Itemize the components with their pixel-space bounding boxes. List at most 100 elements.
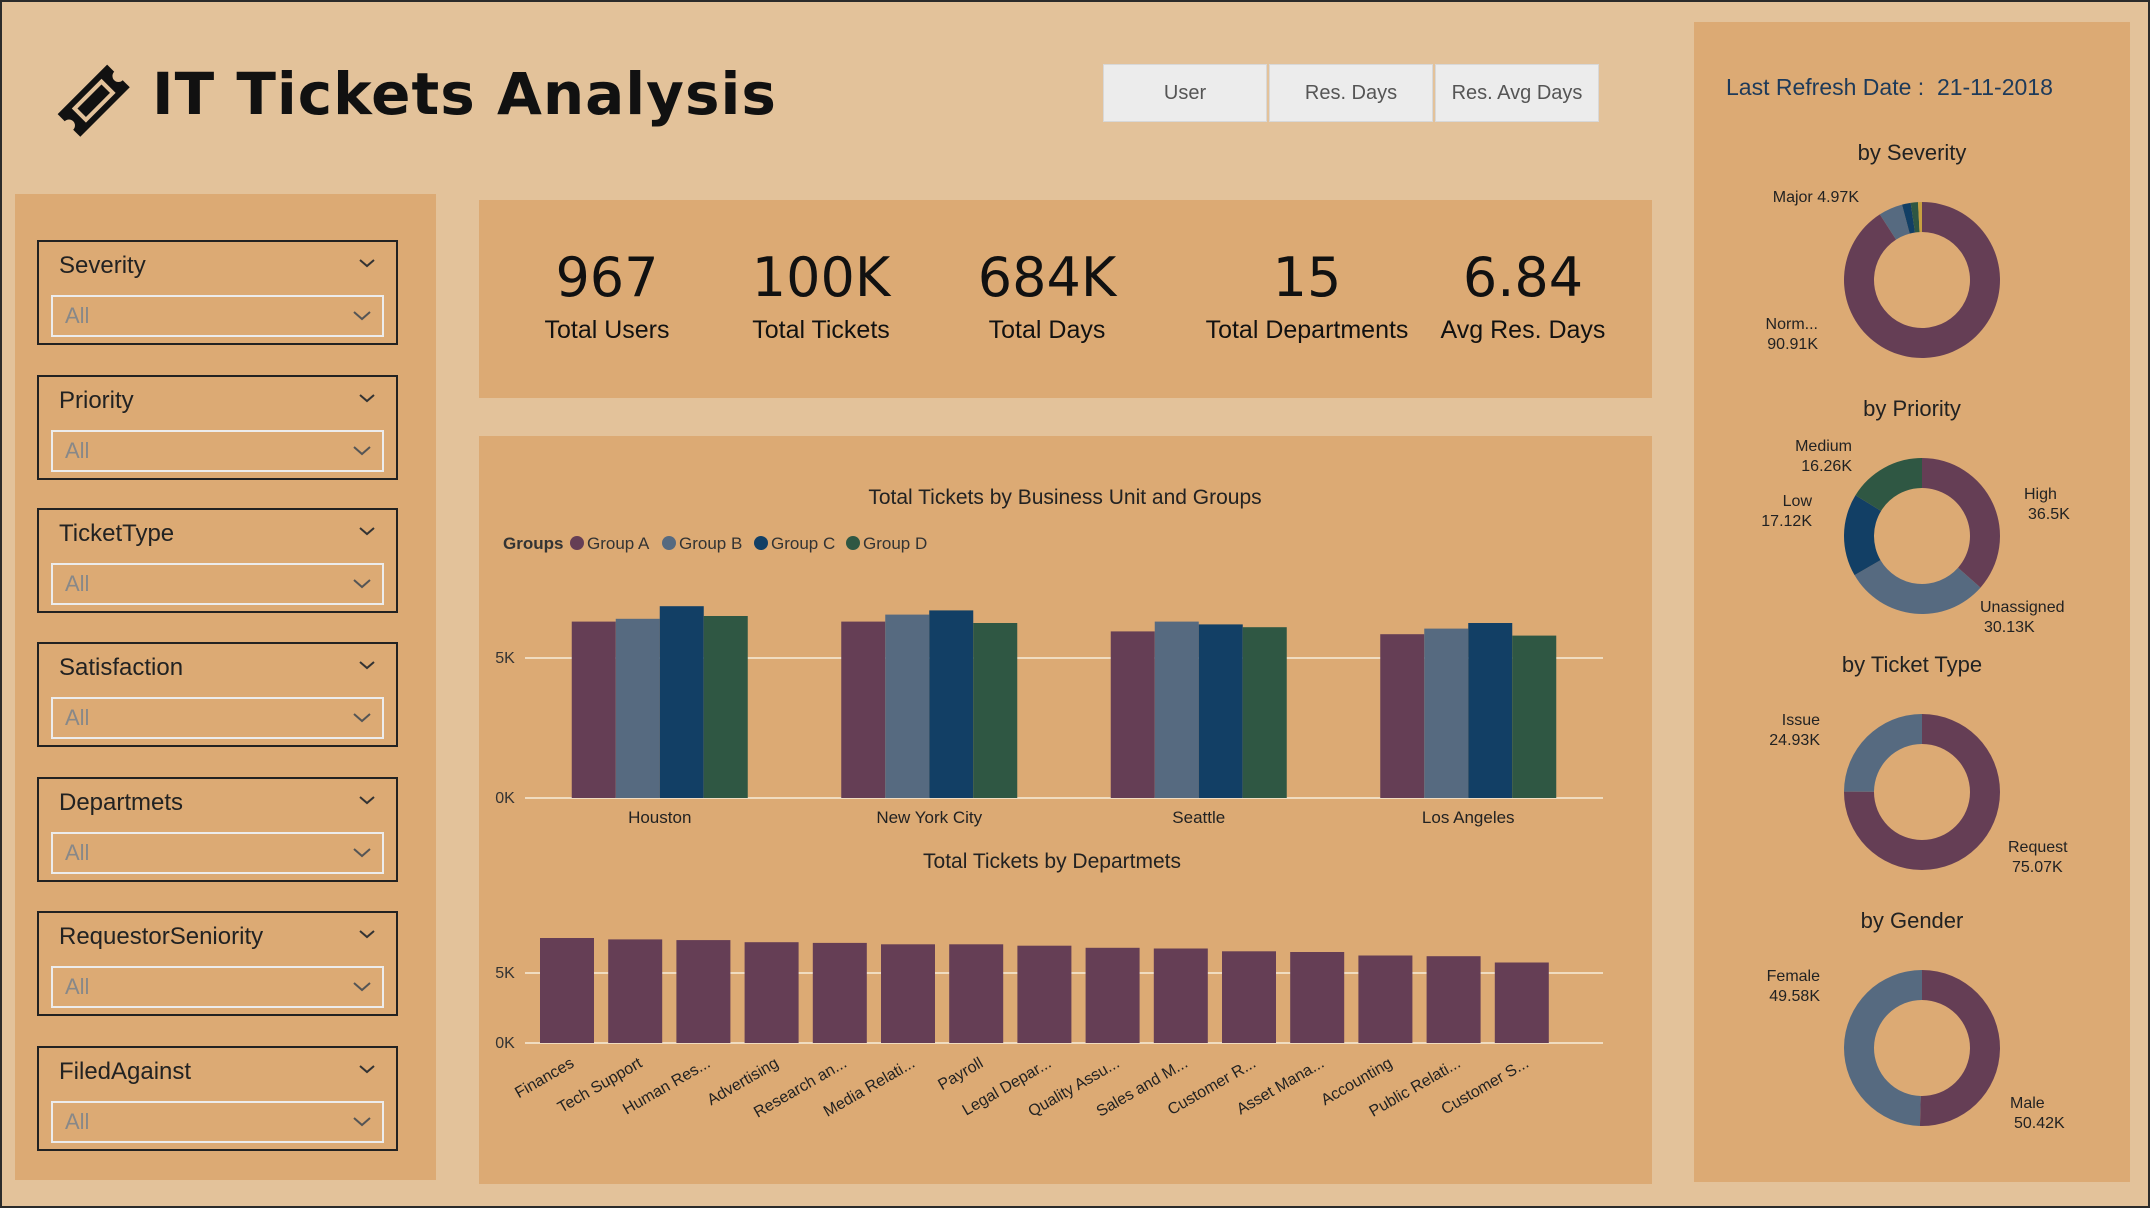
donut-slice[interactable]	[1922, 458, 2000, 588]
slicer-value: All	[65, 571, 90, 596]
bar[interactable]	[1198, 624, 1243, 798]
bar[interactable]	[881, 944, 935, 1043]
donut-title-ticket-type: by Ticket Type	[1841, 652, 1983, 677]
slicer-value: All	[65, 303, 90, 328]
donut-data-label-name: Norm...	[1766, 316, 1818, 333]
slicer-filedagainst[interactable]: FiledAgainst All	[37, 1046, 398, 1151]
bar[interactable]	[841, 621, 886, 798]
chevron-down-icon[interactable]	[358, 791, 376, 809]
donut-slice[interactable]	[1844, 714, 1922, 792]
bar[interactable]	[1380, 634, 1425, 798]
legend-marker[interactable]	[662, 536, 676, 550]
chevron-down-icon[interactable]	[358, 522, 376, 540]
bar[interactable]	[885, 614, 930, 798]
bar[interactable]	[744, 942, 799, 1043]
donut-slice[interactable]	[1855, 458, 1922, 511]
chevron-down-icon[interactable]	[352, 844, 372, 862]
slicer-dropdown[interactable]: All	[51, 832, 384, 874]
slicer-label: FiledAgainst	[59, 1058, 192, 1085]
chevron-down-icon[interactable]	[358, 1060, 376, 1078]
bar[interactable]	[1153, 948, 1208, 1044]
donut-slice[interactable]	[1910, 202, 1920, 233]
donut-slice[interactable]	[1879, 204, 1910, 240]
bar[interactable]	[1512, 635, 1557, 798]
bar[interactable]	[1017, 945, 1072, 1043]
slicer-dropdown[interactable]: All	[51, 966, 384, 1008]
bar[interactable]	[1085, 947, 1140, 1043]
legend-title: Groups	[503, 534, 563, 553]
bar[interactable]	[1426, 956, 1481, 1043]
slicer-dropdown[interactable]: All	[51, 430, 384, 472]
kpi-value: 6.84	[1462, 246, 1584, 309]
kpi-total-users: 967 Total Users	[537, 248, 677, 345]
bar[interactable]	[1424, 628, 1469, 798]
chevron-down-icon[interactable]	[352, 978, 372, 996]
slicer-tickettype[interactable]: TicketType All	[37, 508, 398, 613]
legend-marker[interactable]	[846, 536, 860, 550]
slicer-dropdown[interactable]: All	[51, 295, 384, 337]
chevron-down-icon[interactable]	[358, 254, 376, 272]
bar[interactable]	[973, 623, 1018, 798]
bar[interactable]	[571, 621, 616, 798]
bar[interactable]	[615, 618, 660, 798]
bar[interactable]	[812, 942, 867, 1043]
slicer-departmets[interactable]: Departmets All	[37, 777, 398, 882]
bar[interactable]	[540, 938, 594, 1043]
chevron-down-icon[interactable]	[352, 1113, 372, 1131]
slicer-dropdown[interactable]: All	[51, 697, 384, 739]
legend-marker[interactable]	[754, 536, 768, 550]
kpi-value: 100K	[751, 246, 891, 309]
donut-slice[interactable]	[1844, 495, 1882, 576]
bar[interactable]	[703, 616, 748, 798]
donut-data-label-name: Medium	[1795, 438, 1852, 455]
donut-slice[interactable]	[1902, 202, 1916, 234]
legend-label[interactable]: Group C	[771, 534, 835, 553]
bar[interactable]	[1242, 627, 1287, 798]
donut-data-label-name: Low	[1783, 493, 1813, 510]
kpi-panel: 967 Total Users 100K Total Tickets 684K …	[479, 200, 1652, 398]
donut-slice[interactable]	[1854, 560, 1981, 614]
donut-slice[interactable]	[1844, 714, 2000, 870]
slicer-satisfaction[interactable]: Satisfaction All	[37, 642, 398, 747]
slicer-dropdown[interactable]: All	[51, 1101, 384, 1143]
bar[interactable]	[1110, 631, 1155, 798]
legend-label[interactable]: Group D	[863, 534, 927, 553]
donut-slice[interactable]	[1919, 970, 2000, 1127]
legend-marker[interactable]	[570, 536, 584, 550]
chart-title: Total Tickets by Business Unit and Group…	[868, 486, 1261, 509]
bar[interactable]	[929, 610, 974, 798]
bar[interactable]	[1494, 962, 1549, 1044]
chevron-down-icon[interactable]	[352, 307, 372, 325]
slicer-severity[interactable]: Severity All	[37, 240, 398, 345]
donut-slice[interactable]	[1917, 202, 1922, 233]
chevron-down-icon[interactable]	[352, 709, 372, 727]
legend-label[interactable]: Group A	[587, 534, 650, 553]
bar[interactable]	[659, 606, 704, 798]
donut-slice[interactable]	[1844, 202, 2000, 358]
slicer-label: Priority	[59, 387, 134, 414]
chevron-down-icon[interactable]	[352, 442, 372, 460]
donut-data-label-value: 36.5K	[2028, 506, 2070, 523]
chevron-down-icon[interactable]	[352, 575, 372, 593]
chevron-down-icon[interactable]	[358, 656, 376, 674]
nav-res-avg-days-button[interactable]: Res. Avg Days	[1435, 64, 1599, 122]
slicer-requestorseniority[interactable]: RequestorSeniority All	[37, 911, 398, 1016]
bar[interactable]	[949, 944, 1004, 1043]
legend-label[interactable]: Group B	[679, 534, 742, 553]
bar[interactable]	[608, 939, 663, 1043]
bar[interactable]	[1290, 952, 1345, 1043]
slicer-priority[interactable]: Priority All	[37, 375, 398, 480]
bar[interactable]	[676, 940, 731, 1043]
donut-data-label-value: 49.58K	[1769, 988, 1820, 1005]
chevron-down-icon[interactable]	[358, 925, 376, 943]
bar[interactable]	[1154, 621, 1199, 798]
nav-res-days-button[interactable]: Res. Days	[1269, 64, 1433, 122]
donut-data-label-value: 90.91K	[1767, 336, 1818, 353]
bar[interactable]	[1468, 623, 1513, 798]
bar[interactable]	[1358, 955, 1413, 1044]
chevron-down-icon[interactable]	[358, 389, 376, 407]
nav-user-button[interactable]: User	[1103, 64, 1267, 122]
slicer-dropdown[interactable]: All	[51, 563, 384, 605]
donut-slice[interactable]	[1843, 970, 1922, 1126]
bar[interactable]	[1222, 951, 1276, 1043]
